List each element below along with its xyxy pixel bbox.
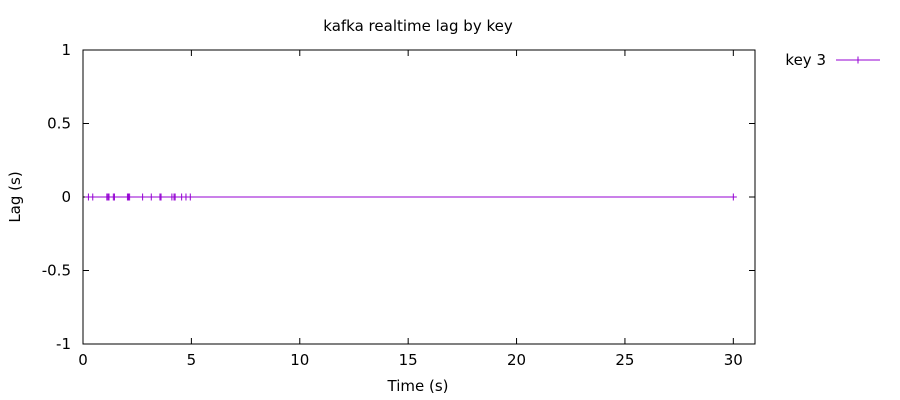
chart-title: kafka realtime lag by key: [323, 17, 513, 35]
legend: key 3: [785, 51, 880, 69]
data-point-key-3: [186, 193, 194, 201]
data-point-key-3: [89, 193, 97, 201]
series-layer: [84, 193, 737, 201]
x-axis-label: Time (s): [387, 377, 449, 395]
data-point-key-3: [139, 193, 147, 201]
y-tick-label: 0: [61, 188, 71, 206]
legend-label-key-3: key 3: [785, 51, 826, 69]
data-point-key-3: [126, 193, 134, 201]
axis-ticks: [82, 49, 755, 345]
y-tick-label: 1: [61, 41, 71, 59]
x-tick-label: 20: [507, 351, 526, 369]
x-tick-label: 10: [290, 351, 309, 369]
data-point-key-3: [729, 193, 737, 201]
data-point-key-3: [171, 193, 179, 201]
y-tick-labels: 1 0.5 0 -0.5 -1: [42, 41, 71, 353]
x-tick-label: 0: [78, 351, 88, 369]
legend-marker-key-3: [854, 56, 862, 64]
x-tick-label: 15: [399, 351, 418, 369]
x-tick-label: 25: [615, 351, 634, 369]
x-tick-labels: 0 5 10 15 20 25 30: [78, 351, 743, 369]
y-tick-label: 0.5: [47, 115, 71, 133]
y-axis-label: Lag (s): [6, 171, 24, 222]
data-point-key-3: [110, 193, 118, 201]
data-point-key-3: [147, 193, 155, 201]
y-tick-label: -1: [56, 335, 71, 353]
data-point-key-3: [157, 193, 165, 201]
y-tick-label: -0.5: [42, 262, 71, 280]
x-tick-label: 5: [187, 351, 197, 369]
x-tick-label: 30: [724, 351, 743, 369]
